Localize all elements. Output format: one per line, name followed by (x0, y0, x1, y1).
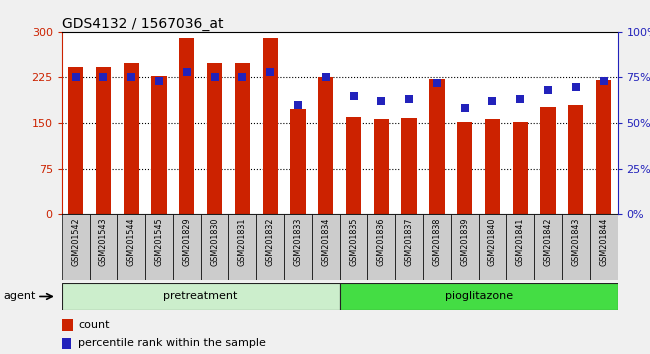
Text: GSM201830: GSM201830 (210, 217, 219, 266)
Text: GSM201834: GSM201834 (321, 217, 330, 266)
Bar (395, 214, 423, 280)
Bar (263, 38, 278, 214)
Bar (451, 214, 478, 280)
Text: GSM201841: GSM201841 (515, 217, 525, 266)
Text: GSM201843: GSM201843 (571, 217, 580, 266)
Point (126, 75, 136, 80)
Bar (291, 109, 306, 214)
Text: pretreatment: pretreatment (164, 291, 238, 302)
Point (515, 97, 525, 102)
Bar (423, 214, 451, 280)
Bar (90, 214, 117, 280)
Text: GSM201542: GSM201542 (71, 217, 80, 266)
Text: GSM201838: GSM201838 (432, 217, 441, 266)
Text: GSM201833: GSM201833 (293, 217, 302, 266)
Text: pioglitazone: pioglitazone (445, 291, 513, 302)
Bar (173, 214, 201, 280)
Bar (124, 63, 139, 214)
Bar (402, 118, 417, 214)
Text: GSM201545: GSM201545 (155, 217, 164, 266)
Bar (339, 283, 618, 310)
Bar (562, 214, 590, 280)
Bar (201, 214, 229, 280)
Text: GSM201831: GSM201831 (238, 217, 247, 266)
Bar (62, 283, 339, 310)
Bar (513, 122, 528, 214)
Text: GSM201836: GSM201836 (377, 217, 386, 266)
Bar (596, 80, 611, 214)
Bar (312, 214, 340, 280)
Point (154, 78, 164, 84)
Point (488, 98, 498, 104)
Point (320, 75, 331, 80)
Text: GSM201835: GSM201835 (349, 217, 358, 266)
Text: GSM201544: GSM201544 (127, 217, 136, 266)
Bar (590, 214, 618, 280)
Bar (346, 117, 361, 214)
Point (571, 84, 581, 89)
Bar (429, 79, 445, 214)
Bar (540, 107, 556, 214)
Point (404, 97, 414, 102)
Bar (568, 105, 584, 214)
Text: GDS4132 / 1567036_at: GDS4132 / 1567036_at (62, 17, 223, 31)
Point (432, 80, 442, 86)
Bar (534, 214, 562, 280)
Point (460, 105, 470, 111)
Text: GSM201837: GSM201837 (404, 217, 413, 266)
Bar (284, 214, 312, 280)
Point (181, 69, 192, 75)
Bar (367, 214, 395, 280)
Bar (117, 214, 145, 280)
Point (543, 87, 553, 93)
Text: count: count (79, 320, 110, 330)
Text: GSM201840: GSM201840 (488, 217, 497, 266)
Text: GSM201829: GSM201829 (182, 217, 191, 266)
Bar (318, 77, 333, 214)
Point (292, 102, 303, 108)
Bar (478, 214, 506, 280)
Bar (256, 214, 284, 280)
Point (98, 75, 109, 80)
Bar (96, 67, 111, 214)
Bar (62, 319, 73, 331)
Point (70, 75, 81, 80)
Text: GSM201832: GSM201832 (266, 217, 275, 266)
Text: percentile rank within the sample: percentile rank within the sample (79, 338, 266, 348)
Bar (339, 214, 367, 280)
Bar (145, 214, 173, 280)
Bar (207, 63, 222, 214)
Point (209, 75, 220, 80)
Text: agent: agent (3, 291, 36, 302)
Bar (68, 67, 83, 214)
Bar (151, 76, 166, 214)
Point (348, 93, 359, 98)
Point (376, 98, 387, 104)
Bar (457, 122, 473, 214)
Bar (485, 119, 500, 214)
Point (265, 69, 276, 75)
Point (599, 78, 609, 84)
Text: GSM201844: GSM201844 (599, 217, 608, 266)
Bar (179, 38, 194, 214)
Bar (62, 338, 71, 349)
Bar (235, 63, 250, 214)
Text: GSM201543: GSM201543 (99, 217, 108, 266)
Bar (62, 214, 90, 280)
Text: GSM201842: GSM201842 (543, 217, 552, 266)
Text: GSM201839: GSM201839 (460, 217, 469, 266)
Bar (229, 214, 256, 280)
Bar (374, 119, 389, 214)
Bar (506, 214, 534, 280)
Point (237, 75, 248, 80)
